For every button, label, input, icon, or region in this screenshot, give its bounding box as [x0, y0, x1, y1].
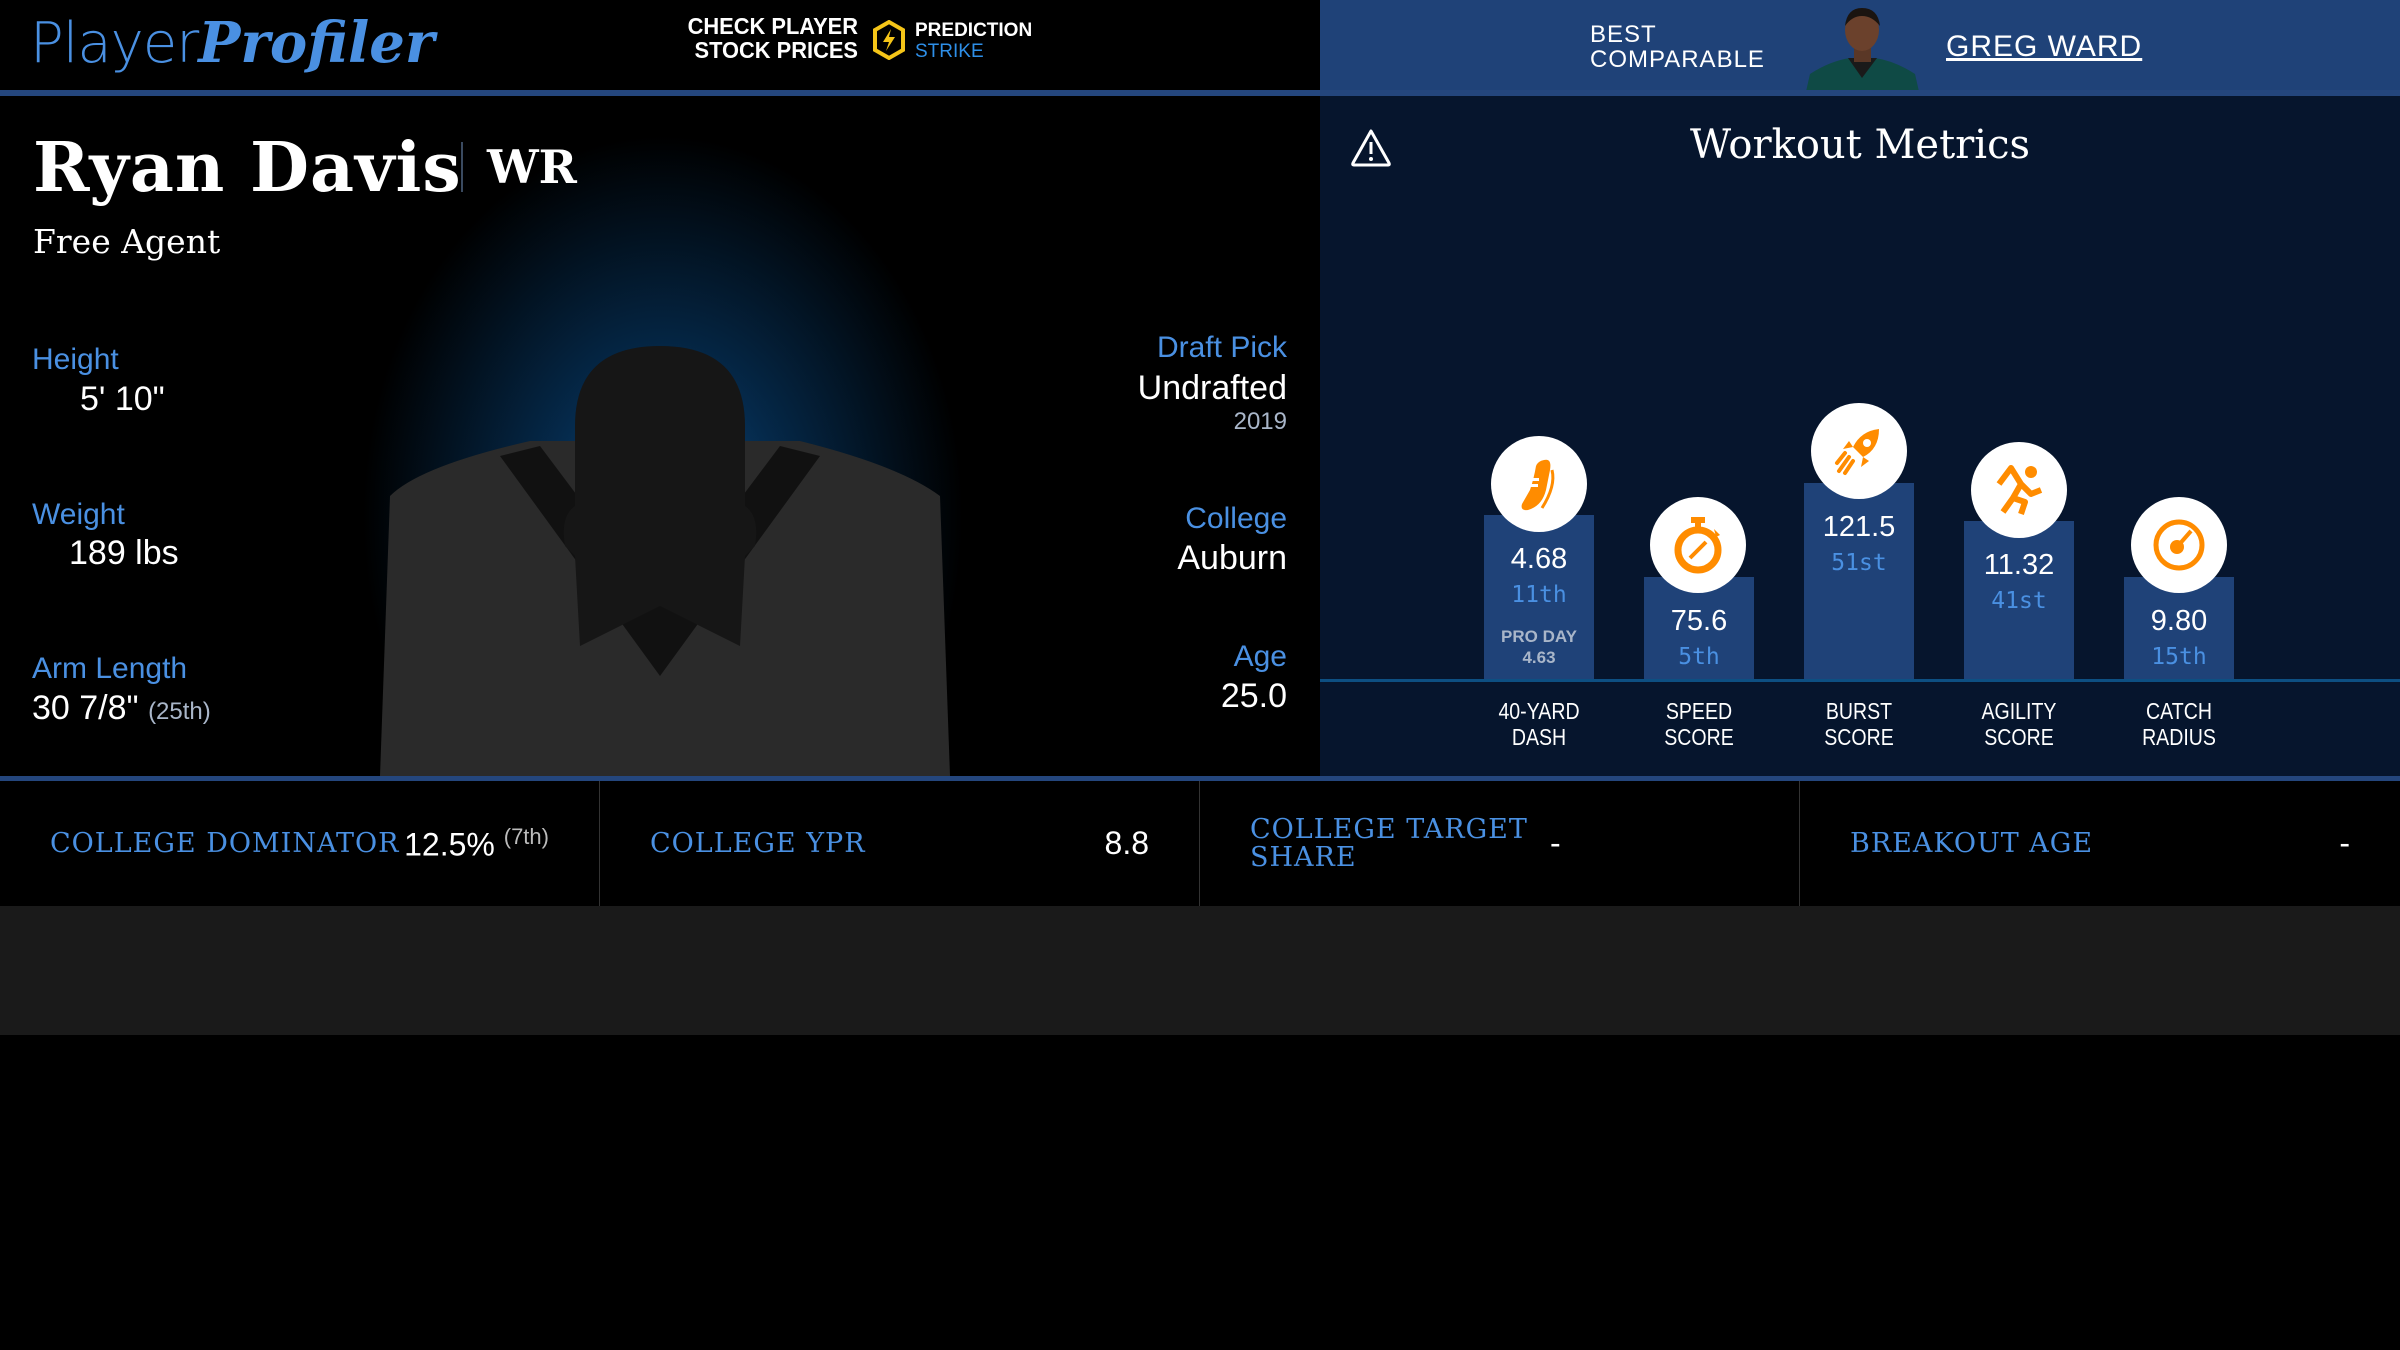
- player-position: WR: [487, 140, 577, 194]
- comparable-player-photo: [1805, 8, 1920, 96]
- player-name: Ryan Davis: [33, 128, 462, 208]
- name-divider: [461, 142, 463, 192]
- age-label: Age: [1233, 640, 1287, 673]
- prediction-strike-logo[interactable]: PREDICTION STRIKE: [915, 20, 1033, 62]
- stat-college-target-share: COLLEGE TARGET SHARE -: [1200, 781, 1800, 906]
- comparable-player-link[interactable]: GREG WARD: [1946, 30, 2143, 63]
- arm-length-label: Arm Length: [32, 652, 188, 685]
- warning-icon[interactable]: [1350, 128, 1392, 168]
- footer-band: [0, 906, 2400, 1035]
- weight-label: Weight: [32, 498, 125, 531]
- workout-metrics-panel: [1320, 96, 2400, 776]
- height-value: 5' 10": [80, 380, 165, 418]
- player-bio-panel: [0, 96, 1320, 776]
- player-silhouette: [380, 346, 950, 776]
- lightning-hexagon-icon: [873, 20, 905, 60]
- arm-length-value: 30 7/8" (25th): [32, 689, 211, 727]
- stat-college-dominator: COLLEGE DOMINATOR 12.5% (7th): [0, 781, 600, 906]
- best-comparable-label: BEST COMPARABLE: [1590, 21, 1765, 73]
- chart-baseline: [1320, 679, 2400, 682]
- header-divider: [0, 90, 2400, 96]
- draft-year: 2019: [1233, 408, 1287, 435]
- stat-college-ypr: COLLEGE YPR 8.8: [600, 781, 1200, 906]
- age-value: 25.0: [1220, 677, 1287, 715]
- weight-value: 189 lbs: [69, 534, 179, 572]
- draft-pick-value: Undrafted: [1137, 369, 1287, 407]
- stats-divider: [0, 776, 2400, 781]
- stat-breakout-age: BREAKOUT AGE -: [1850, 825, 2350, 861]
- college-value: Auburn: [1177, 539, 1287, 577]
- college-label: College: [1185, 502, 1287, 535]
- draft-pick-label: Draft Pick: [1156, 331, 1287, 364]
- stock-prices-promo[interactable]: CHECK PLAYER STOCK PRICES: [687, 13, 858, 63]
- workout-metrics-title: Workout Metrics: [1689, 122, 2031, 168]
- height-label: Height: [32, 343, 119, 376]
- header-bar: [0, 0, 1320, 90]
- logo[interactable]: PlayerProfiler: [30, 10, 435, 76]
- player-team: Free Agent: [33, 222, 221, 261]
